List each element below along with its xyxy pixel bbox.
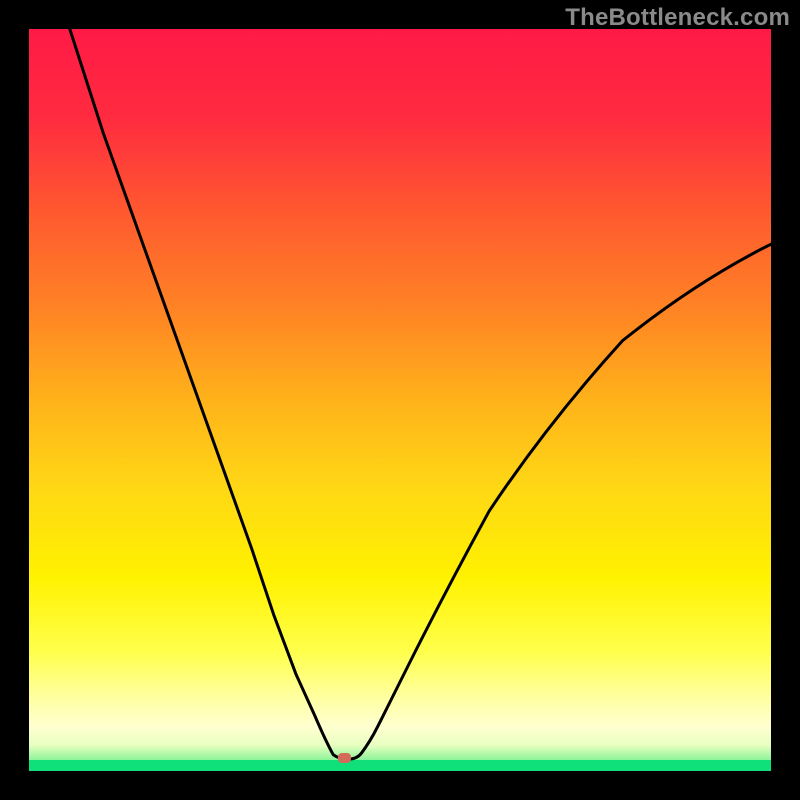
plot-frame — [28, 28, 772, 772]
plot-inner — [29, 29, 771, 771]
optimal-marker — [338, 753, 351, 763]
bottleneck-curve-path — [70, 29, 771, 759]
watermark-text: TheBottleneck.com — [565, 4, 790, 32]
bottleneck-curve-svg — [29, 29, 771, 771]
chart-stage: TheBottleneck.com — [0, 0, 800, 800]
